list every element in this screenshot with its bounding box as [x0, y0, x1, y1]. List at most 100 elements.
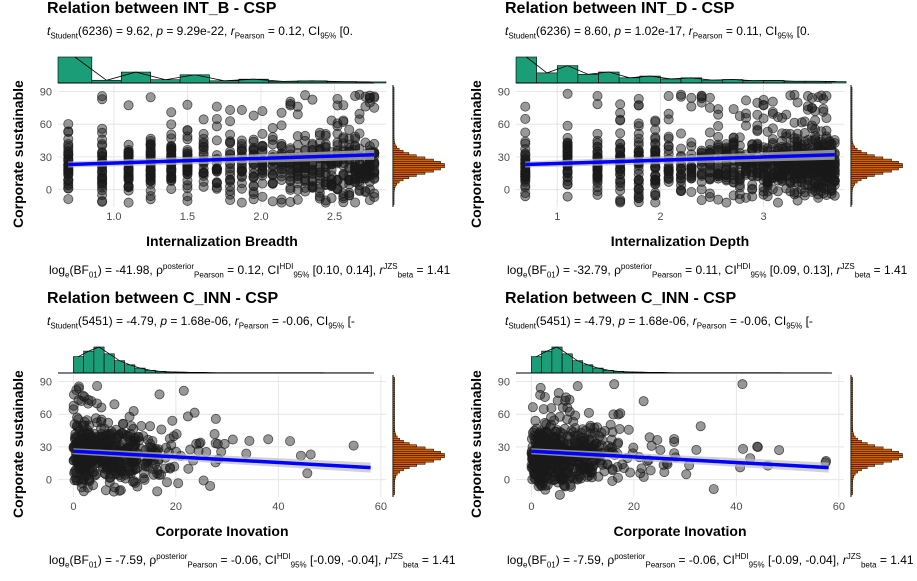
r-sup: JZS	[846, 552, 861, 561]
data-point	[63, 119, 74, 130]
data-point	[225, 166, 236, 177]
data-point	[302, 468, 313, 479]
rho-sup: posterior	[620, 262, 653, 271]
bf-sub: 01	[88, 270, 98, 280]
data-point	[704, 92, 715, 103]
data-point	[276, 120, 287, 131]
data-point	[257, 178, 268, 189]
histogram-bar	[392, 488, 395, 491]
data-point	[752, 109, 763, 120]
histogram-bar	[392, 95, 395, 99]
data-point	[166, 119, 177, 130]
y-axis-label: Corporate sustainable	[10, 80, 26, 228]
histogram-bar	[392, 481, 395, 485]
data-point	[115, 485, 126, 496]
histogram-bar	[392, 385, 395, 389]
data-point	[821, 131, 832, 142]
histogram-bar	[850, 416, 853, 419]
histogram-bar	[392, 392, 395, 395]
stat-r-label: r	[692, 314, 697, 328]
regression-line	[73, 449, 371, 470]
data-point	[592, 135, 603, 146]
histogram-bar	[850, 174, 875, 177]
data-point	[145, 185, 156, 196]
data-point	[767, 134, 778, 145]
data-point	[553, 388, 564, 399]
data-point	[314, 193, 325, 204]
data-point	[615, 128, 626, 139]
data-point	[124, 411, 135, 422]
data-point	[198, 176, 209, 187]
data-point	[686, 137, 697, 148]
data-point	[539, 391, 550, 402]
data-point	[747, 183, 758, 194]
ci-sup: HDI	[736, 262, 751, 271]
histogram-bar	[392, 479, 395, 482]
ci-sup: HDI	[279, 262, 294, 271]
data-point	[663, 131, 674, 142]
histogram-bar	[392, 383, 395, 387]
chart-panel: Relation between INT_D - CSP tStudent(623…	[458, 0, 916, 290]
histogram-bar	[850, 437, 858, 441]
data-point	[369, 188, 380, 199]
right-marginal-histogram	[392, 375, 445, 497]
histogram-bar	[392, 182, 397, 186]
data-point	[79, 416, 90, 427]
rho-label: ρ	[156, 263, 163, 277]
histogram-bar	[392, 104, 395, 108]
x-axis-label: Internalization Depth	[610, 233, 750, 249]
data-point	[292, 101, 303, 112]
histogram-bar	[392, 440, 404, 443]
histogram-bar	[392, 444, 417, 448]
data-point	[650, 187, 661, 198]
data-point	[211, 177, 222, 188]
top-marginal-histogram	[515, 56, 847, 84]
rho-value: = 0.11, CI	[681, 263, 737, 277]
data-point	[369, 192, 380, 203]
histogram-bar	[392, 464, 417, 467]
bf-label: (BF	[527, 263, 547, 277]
data-point	[257, 170, 268, 181]
histogram-bar	[850, 200, 853, 203]
histogram-bar	[536, 72, 558, 84]
histogram-bar	[850, 409, 853, 413]
rho-value: = -0.06, CI	[217, 553, 277, 567]
data-point	[117, 428, 128, 439]
histogram-bar	[392, 93, 395, 97]
x-tick-label: 2.5	[327, 211, 342, 223]
histogram-bar	[850, 119, 853, 123]
histogram-bar	[850, 95, 853, 99]
data-point	[615, 144, 626, 155]
data-point	[198, 475, 209, 486]
histogram-bar	[392, 89, 395, 92]
data-point	[584, 435, 595, 446]
data-point	[225, 136, 236, 147]
data-point	[592, 189, 603, 200]
data-point	[236, 178, 247, 189]
data-point	[676, 169, 687, 180]
density-curve	[526, 56, 836, 82]
data-point	[156, 424, 167, 435]
data-point	[182, 99, 193, 110]
histogram-bar	[392, 193, 395, 197]
stat-df: (5451) = -4.79,	[77, 314, 161, 328]
histogram-bar	[392, 483, 395, 487]
y-tick-label: 30	[40, 152, 52, 164]
data-point	[182, 183, 193, 194]
histogram-bar	[850, 442, 868, 445]
histogram-bar	[392, 191, 395, 195]
r-sup: JZS	[840, 262, 855, 271]
data-point	[267, 132, 278, 143]
histogram-bar	[850, 113, 853, 116]
data-point	[285, 182, 296, 193]
plot-svg: 0 30 60 90 0 20 40 60	[498, 346, 903, 513]
stat-ci-value: [-	[344, 314, 355, 328]
histogram-bar	[850, 472, 856, 476]
histogram-bar	[850, 161, 899, 164]
histogram-bar	[850, 488, 853, 491]
data-point	[182, 180, 193, 191]
data-point	[713, 168, 724, 179]
histogram-bar	[850, 392, 853, 395]
data-point	[568, 416, 579, 427]
x-tick-label: 1.5	[180, 211, 195, 223]
